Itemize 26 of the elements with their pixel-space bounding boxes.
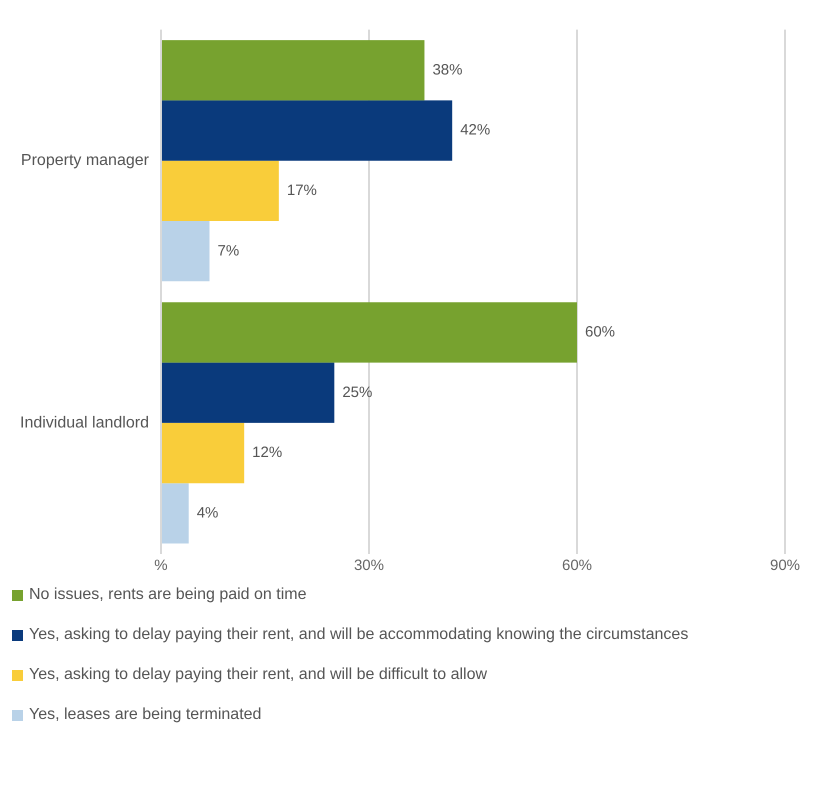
legend-label: No issues, rents are being paid on time bbox=[29, 586, 306, 604]
x-tick-label: 30% bbox=[354, 557, 384, 574]
data-label: 4% bbox=[196, 504, 218, 522]
x-tick-label: % bbox=[154, 557, 168, 574]
bar bbox=[162, 40, 424, 100]
data-label: 7% bbox=[218, 242, 240, 260]
bar bbox=[162, 160, 279, 222]
x-tick-label: 60% bbox=[562, 557, 592, 574]
y-tick-label: Property manager bbox=[20, 152, 150, 170]
x-tick-label: 90% bbox=[770, 557, 800, 574]
legend-label: Yes, leases are being terminated bbox=[29, 706, 262, 724]
data-label: 17% bbox=[286, 182, 317, 199]
data-label: 25% bbox=[342, 384, 372, 401]
bar bbox=[162, 483, 189, 544]
data-label: 60% bbox=[584, 324, 616, 341]
legend-label: Yes, asking to delay paying their rent, and will be difficult to allow bbox=[29, 666, 488, 684]
y-tick-label: Individual landlord bbox=[20, 414, 149, 432]
bar bbox=[162, 422, 244, 484]
bar bbox=[162, 302, 577, 363]
bar bbox=[162, 221, 210, 282]
bar bbox=[162, 362, 334, 423]
data-label: 42% bbox=[460, 122, 490, 139]
bar bbox=[162, 100, 452, 161]
data-label: 12% bbox=[252, 444, 282, 462]
legend-label: Yes, asking to delay paying their rent, and will be accommodating knowing the circumstances bbox=[29, 626, 688, 644]
data-label: 38% bbox=[432, 61, 462, 78]
